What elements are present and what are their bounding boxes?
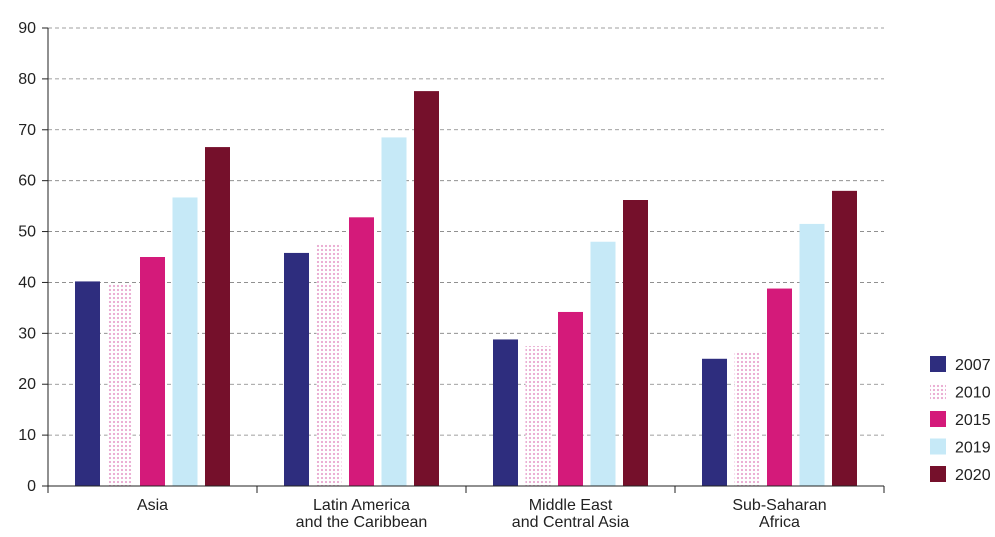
y-tick-label: 50 xyxy=(18,224,36,241)
x-category-label: Middle East xyxy=(529,497,613,514)
bar-2007 xyxy=(493,339,518,486)
x-category-label: Sub-Saharan xyxy=(732,497,826,514)
x-category-label: Latin America xyxy=(313,497,410,514)
legend-swatch-2007 xyxy=(930,356,946,372)
y-tick-label: 90 xyxy=(18,20,36,37)
bar-2019 xyxy=(799,223,825,486)
bar-2007 xyxy=(702,358,727,486)
bar-2020 xyxy=(414,91,439,486)
bar-2020 xyxy=(205,147,230,486)
bar-2015 xyxy=(767,288,792,486)
legend-swatch-2020 xyxy=(930,466,946,482)
bar-2007 xyxy=(75,281,100,486)
bar-2019 xyxy=(172,197,198,486)
y-tick-label: 60 xyxy=(18,173,36,190)
legend-swatch-2010 xyxy=(930,383,946,400)
bar-2010 xyxy=(734,351,760,486)
bars xyxy=(75,91,857,486)
bar-2015 xyxy=(558,311,583,486)
legend-label-2015: 2015 xyxy=(955,412,991,429)
legend: 2007 2010 2015 2019 2020 xyxy=(930,356,991,484)
x-category-label: and the Caribbean xyxy=(296,514,428,531)
bar-2019 xyxy=(590,241,616,486)
legend-label-2020: 2020 xyxy=(955,467,991,484)
bar-2007 xyxy=(284,252,309,486)
y-tick-label: 0 xyxy=(27,478,36,495)
y-tick-label: 30 xyxy=(18,325,36,342)
legend-label-2010: 2010 xyxy=(955,385,991,402)
bar-2020 xyxy=(832,190,857,486)
bar-2020 xyxy=(623,200,648,486)
x-category-label: Africa xyxy=(759,514,800,531)
legend-swatch-2019 xyxy=(930,438,946,455)
y-tick-label: 10 xyxy=(18,427,36,444)
y-tick-label: 20 xyxy=(18,376,36,393)
legend-label-2007: 2007 xyxy=(955,357,991,374)
bar-2010 xyxy=(316,244,342,486)
bar-2010 xyxy=(525,346,551,486)
legend-swatch-2015 xyxy=(930,411,946,427)
y-tick-label: 80 xyxy=(18,71,36,88)
bar-2019 xyxy=(381,137,407,486)
y-tick-label: 70 xyxy=(18,122,36,139)
legend-label-2019: 2019 xyxy=(955,440,991,457)
x-category-label: and Central Asia xyxy=(512,514,630,531)
y-tick-label: 40 xyxy=(18,274,36,291)
x-category-label: Asia xyxy=(137,497,168,514)
bar-2015 xyxy=(349,217,374,486)
bar-2015 xyxy=(140,257,165,486)
bar-2010 xyxy=(107,283,133,486)
